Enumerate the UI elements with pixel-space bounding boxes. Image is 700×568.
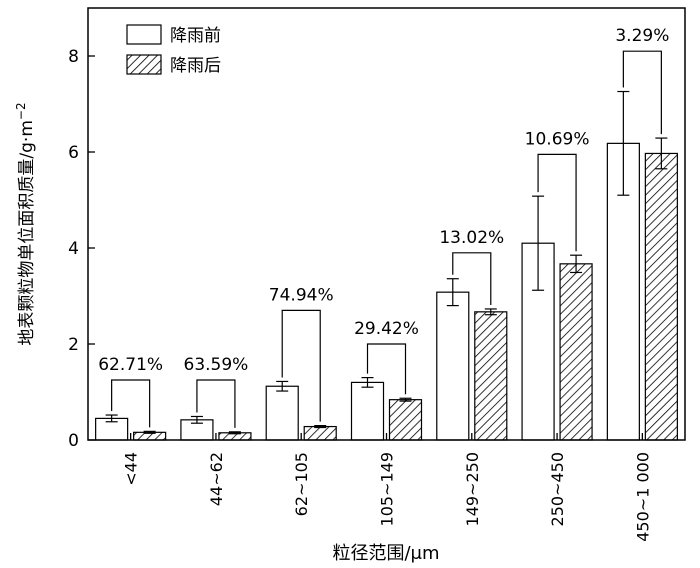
legend-swatch-plain (126, 24, 162, 45)
annotation-bracket (281, 309, 321, 422)
bar-group (95, 142, 678, 441)
x-tick-label: 105~149 (378, 452, 397, 526)
y-axis-label-superscript: −2 (14, 102, 28, 120)
legend: 降雨前 降雨后 (126, 24, 221, 76)
y-tick-label: 8 (68, 47, 79, 67)
legend-swatch-hatched (126, 54, 162, 75)
bar-after-rain (559, 263, 593, 441)
annotation-bracket (622, 50, 662, 135)
x-tick-label: 250~450 (548, 452, 567, 526)
y-tick-label: 0 (68, 431, 79, 451)
legend-label-after-rain: 降雨后 (170, 56, 221, 76)
percent-annotation: 29.42% (354, 319, 419, 339)
x-tick-label: 62~105 (292, 452, 311, 516)
x-tick-label: 44~62 (207, 452, 226, 506)
y-axis: 0 2 4 6 8 (68, 47, 95, 451)
x-tick-label: <44 (122, 452, 141, 486)
legend-label-before-rain: 降雨前 (170, 26, 221, 46)
x-axis-label: 粒径范围/μm (332, 543, 439, 564)
annotation-bracket (111, 379, 151, 428)
y-tick-label: 4 (68, 239, 79, 259)
percent-annotation: 63.59% (184, 355, 249, 375)
percent-annotation: 10.69% (525, 129, 590, 149)
y-tick-label: 2 (68, 335, 79, 355)
bar-before-rain (436, 291, 470, 441)
y-axis-label-main: 地表颗粒物单位面积质量/g·m (17, 120, 37, 345)
bar-after-rain (388, 399, 423, 441)
bar-before-rain (265, 385, 299, 441)
bar-after-rain (303, 425, 337, 441)
x-axis: <44 44~62 62~105 105~149 149~250 250~450 450~1… (122, 433, 652, 542)
percent-annotation: 3.29% (615, 26, 669, 46)
bar-after-rain (474, 311, 508, 441)
percent-annotation: 62.71% (98, 355, 163, 375)
error-bar-group (105, 90, 668, 435)
annotation-bracket (366, 343, 407, 395)
x-tick-label: 450~1 000 (633, 452, 652, 542)
annotation-bracket (537, 153, 577, 252)
annotation-bracket (196, 379, 236, 428)
bar-before-rain (350, 381, 385, 441)
percent-annotation: 13.02% (439, 228, 504, 248)
percent-annotation: 74.94% (269, 285, 334, 305)
x-tick-label: 149~250 (463, 452, 482, 526)
y-axis-label: 地表颗粒物单位面积质量/g·m−2 (14, 102, 37, 345)
bar-after-rain (644, 152, 678, 441)
annotation-bracket-group: 62.71% 63.59% 74.94% 29.42% 13.02% 10.69% 3.29… (98, 26, 669, 428)
annotation-bracket (452, 252, 492, 305)
y-tick-label: 6 (68, 143, 79, 163)
